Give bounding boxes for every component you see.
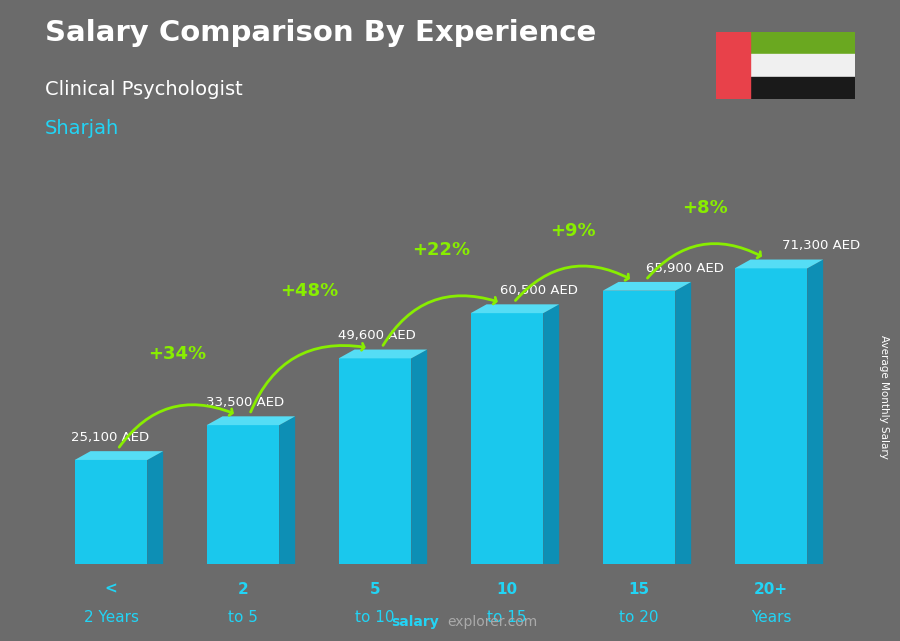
Text: 49,600 AED: 49,600 AED <box>338 329 416 342</box>
Polygon shape <box>207 425 279 564</box>
Polygon shape <box>603 282 691 291</box>
Polygon shape <box>544 304 559 564</box>
Polygon shape <box>279 416 295 564</box>
Polygon shape <box>603 291 675 564</box>
Text: <: < <box>104 582 117 597</box>
Text: +22%: +22% <box>412 240 470 258</box>
Polygon shape <box>807 260 824 564</box>
Text: Salary Comparison By Experience: Salary Comparison By Experience <box>45 19 596 47</box>
Text: +9%: +9% <box>550 222 596 240</box>
Text: to 5: to 5 <box>228 610 258 625</box>
Text: to 10: to 10 <box>356 610 395 625</box>
Text: +34%: +34% <box>148 345 206 363</box>
Text: 65,900 AED: 65,900 AED <box>645 262 724 275</box>
Polygon shape <box>75 451 163 460</box>
Text: Average Monthly Salary: Average Monthly Salary <box>878 335 889 460</box>
Text: explorer.com: explorer.com <box>447 615 537 629</box>
Bar <box>751 77 855 99</box>
Polygon shape <box>471 304 559 313</box>
Polygon shape <box>675 282 691 564</box>
Polygon shape <box>471 313 544 564</box>
Text: to 20: to 20 <box>619 610 659 625</box>
Bar <box>716 32 751 99</box>
Text: 15: 15 <box>628 582 650 597</box>
Polygon shape <box>338 358 411 564</box>
Text: 25,100 AED: 25,100 AED <box>71 431 149 444</box>
Text: 20+: 20+ <box>754 582 788 597</box>
Text: salary: salary <box>392 615 439 629</box>
Text: Years: Years <box>751 610 791 625</box>
Text: 60,500 AED: 60,500 AED <box>500 284 579 297</box>
Text: 2 Years: 2 Years <box>84 610 139 625</box>
Polygon shape <box>734 269 807 564</box>
Text: 33,500 AED: 33,500 AED <box>206 396 284 409</box>
Polygon shape <box>411 349 428 564</box>
Text: Sharjah: Sharjah <box>45 119 119 138</box>
Polygon shape <box>338 349 427 358</box>
Polygon shape <box>75 460 148 564</box>
Bar <box>751 54 855 77</box>
Text: 71,300 AED: 71,300 AED <box>781 240 860 253</box>
Text: +48%: +48% <box>280 282 338 300</box>
Text: Clinical Psychologist: Clinical Psychologist <box>45 80 243 99</box>
Polygon shape <box>207 416 295 425</box>
Bar <box>751 32 855 54</box>
Polygon shape <box>148 451 163 564</box>
Text: 2: 2 <box>238 582 248 597</box>
Polygon shape <box>734 260 824 269</box>
Text: 10: 10 <box>497 582 518 597</box>
Text: to 15: to 15 <box>487 610 526 625</box>
Text: +8%: +8% <box>682 199 728 217</box>
Text: 5: 5 <box>370 582 381 597</box>
